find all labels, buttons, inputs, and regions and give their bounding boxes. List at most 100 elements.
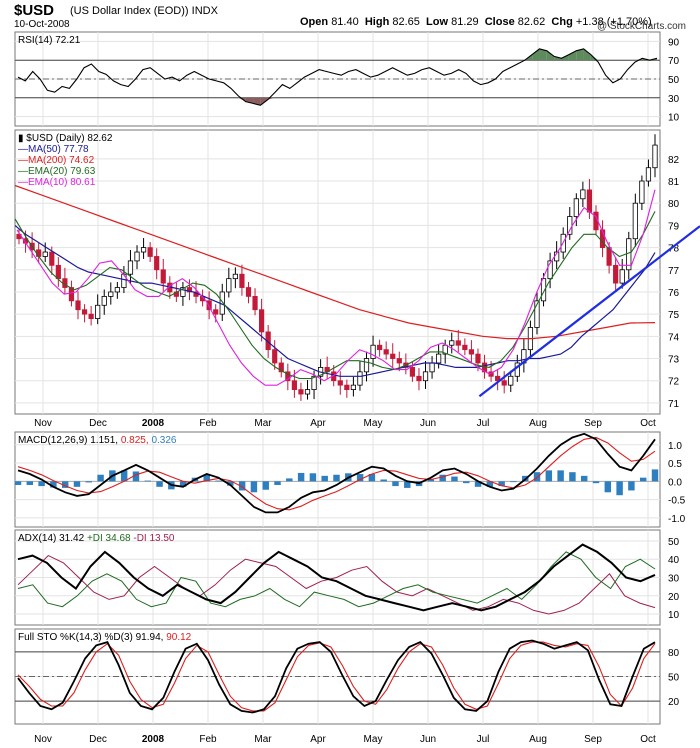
- adx-legend-plus-di: +DI 34.68: [87, 533, 133, 544]
- macd-signal-line: [17, 436, 656, 511]
- macd-histogram-bar: [451, 476, 458, 482]
- price-candle-body: [127, 260, 134, 275]
- price-legend-item: —EMA(10) 80.61: [18, 177, 96, 188]
- price-legend-value: 77.78: [64, 144, 89, 155]
- price-candle-body: [606, 247, 612, 266]
- price-ytick-label: 80: [668, 199, 680, 210]
- price-legend-dash: —: [18, 166, 28, 177]
- price-candle-body: [468, 349, 475, 355]
- chg-value: +1.38 (+1.70%): [575, 16, 652, 28]
- price-candle-body: [42, 251, 48, 257]
- macd-histogram-bar: [616, 481, 623, 496]
- price-candle-body: [81, 309, 88, 315]
- price-candle-body: [475, 353, 481, 364]
- x-axis: Nov Dec 2008 Feb Mar Apr May Jun Jul Aug Sep Oct Nov…: [34, 418, 656, 745]
- macd-histogram-bar: [156, 481, 163, 487]
- price-candle-body: [652, 144, 658, 169]
- price-candle-body: [298, 389, 304, 395]
- price-candle-body: [501, 380, 507, 386]
- price-panel: 71 72 73 74 75 76 77 78 79 80 81 82 ▮ $USD (Daily) 8…: [14, 129, 700, 415]
- price-candle-body: [160, 269, 166, 284]
- macd-histogram-bar: [628, 481, 635, 491]
- price-candle-body: [580, 189, 586, 200]
- adx-ytick-label: 20: [668, 592, 680, 603]
- price-candle-body: [416, 375, 422, 382]
- price-legend-item: —EMA(20) 79.63: [18, 166, 96, 177]
- x-axis-label: Sep: [584, 418, 602, 429]
- minus-di-line: [17, 554, 656, 615]
- macd-histogram-bar: [309, 473, 317, 482]
- x-axis-label: Feb: [199, 734, 217, 745]
- price-candle-body: [645, 167, 652, 182]
- adx-ytick-label: 10: [668, 610, 680, 621]
- low-value: 81.29: [451, 16, 479, 28]
- price-candle-body: [573, 198, 579, 217]
- price-candle-body: [377, 344, 383, 351]
- price-candle-body: [436, 353, 442, 364]
- x-axis-label: Jul: [477, 734, 490, 745]
- rsi-ytick-label: 90: [668, 37, 680, 48]
- high-label: High: [364, 16, 390, 28]
- open-label: Open: [300, 16, 329, 28]
- macd-legend-macd: 1.151,: [90, 435, 121, 446]
- price-candle-body: [101, 296, 107, 306]
- price-legend-label: MA(50): [28, 144, 64, 155]
- adx-ytick-label: 30: [668, 574, 680, 585]
- macd-histogram-bar: [50, 481, 57, 488]
- macd-histogram-bar: [604, 481, 612, 493]
- price-candle-body: [68, 287, 75, 302]
- rsi-ytick-label: 30: [668, 94, 680, 105]
- sto-ytick-label: 50: [668, 673, 680, 684]
- macd-histogram-bar: [203, 474, 210, 482]
- adx-legend-value: 31.42: [59, 533, 87, 544]
- price-ytick-label: 81: [668, 177, 680, 188]
- x-axis-label: Jun: [420, 418, 436, 429]
- x-axis-label: Jul: [477, 418, 490, 429]
- price-ytick-label: 73: [668, 355, 680, 366]
- x-axis-label: Jun: [420, 734, 436, 745]
- price-frame: [14, 129, 661, 415]
- macd-histogram-bar: [463, 481, 470, 484]
- price-candle-body: [449, 340, 455, 346]
- chg-label: Chg: [551, 16, 573, 28]
- price-candle-body: [429, 362, 435, 373]
- x-axis-label: Apr: [310, 734, 326, 745]
- price-candle-body: [383, 349, 389, 355]
- macd-histogram-bar: [639, 477, 647, 482]
- rsi-overbought-fill: [539, 48, 547, 61]
- price-ytick-label: 82: [668, 155, 680, 166]
- sto-legend-d: 90.12: [166, 632, 191, 643]
- macd-histogram-bar: [427, 479, 435, 482]
- macd-histogram-bar: [392, 481, 399, 487]
- x-axis-label: Apr: [310, 418, 326, 429]
- adx-ytick-label: 50: [668, 537, 680, 548]
- macd-histogram-bar: [238, 481, 246, 491]
- price-ytick-label: 76: [668, 288, 680, 299]
- price-legend-value: 74.62: [69, 155, 94, 166]
- price-legend-item: ▮ $USD (Daily) 82.62: [18, 133, 113, 144]
- macd-histogram-bar: [545, 470, 553, 482]
- macd-histogram-bar: [120, 470, 128, 482]
- adx-legend: ADX(14) 31.42 +DI 34.68 -DI 13.50: [18, 533, 175, 544]
- macd-legend-label: MACD(12,26,9): [18, 435, 90, 446]
- macd-histogram-bar: [533, 472, 541, 482]
- sto-panel: 20 50 80 Full STO %K(14,3) %D(3) 91.94, 90.…: [14, 628, 680, 725]
- x-axis-label: Oct: [640, 418, 656, 429]
- rsi-legend: RSI(14) 72.21: [18, 35, 81, 46]
- macd-histogram-bar: [486, 481, 494, 487]
- price-candle-body: [632, 202, 638, 240]
- price-candle-body: [180, 287, 186, 297]
- price-legend-item: —MA(50) 77.78: [18, 144, 89, 155]
- rsi-legend-value: 72.21: [55, 35, 80, 46]
- chart-symbol: $USD: [14, 2, 55, 19]
- sto-legend: Full STO %K(14,3) %D(3) 91.94, 90.12: [18, 632, 192, 643]
- price-candle-body: [232, 273, 238, 280]
- price-candle-body: [140, 247, 147, 253]
- macd-histogram-bar: [474, 481, 482, 487]
- price-candle-body: [337, 380, 343, 386]
- price-legend-item: —MA(200) 74.62: [18, 155, 95, 166]
- x-axis-label: 2008: [142, 418, 165, 429]
- x-axis-label: Dec: [89, 418, 107, 429]
- ma200-line: [14, 184, 656, 340]
